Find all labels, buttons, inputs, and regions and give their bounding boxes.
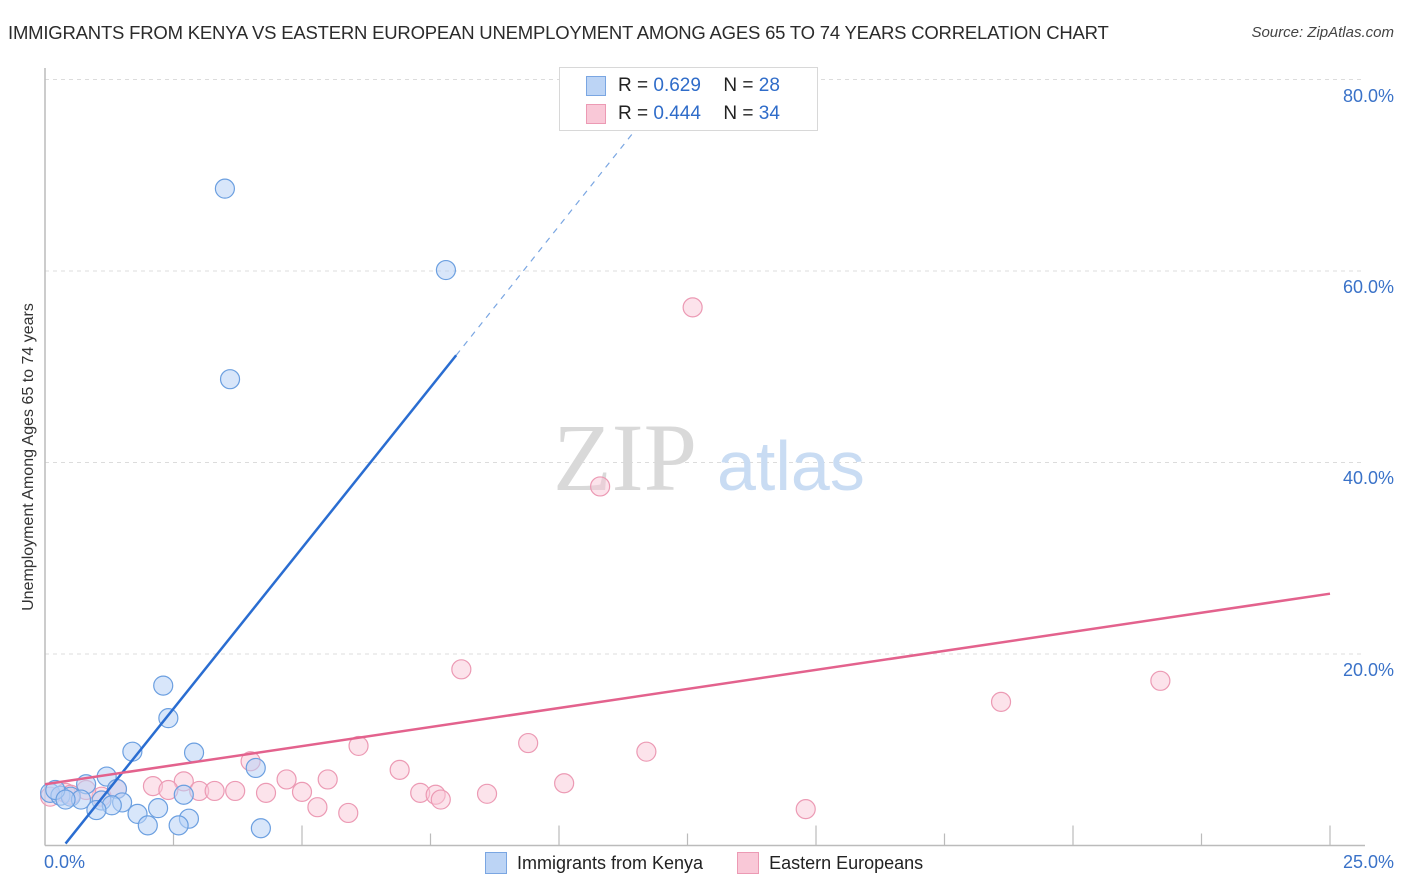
r-value: 0.444 (653, 103, 701, 124)
data-point (153, 675, 174, 696)
data-point (389, 759, 410, 780)
n-value: 28 (758, 75, 780, 96)
trend-lines (44, 122, 1331, 845)
data-point (183, 742, 205, 763)
eastern-europeans-points (40, 297, 1171, 824)
data-point (348, 735, 369, 757)
data-point (225, 780, 246, 802)
source-credit: Source: ZipAtlas.com (1251, 24, 1394, 41)
data-point (990, 691, 1012, 712)
legend-row-eastern-europeans: R = 0.444 N = 34 (586, 102, 780, 126)
gridlines (45, 79, 1365, 655)
data-point (245, 757, 266, 779)
data-point (291, 781, 313, 802)
x-tick-min: 0.0% (44, 852, 86, 872)
data-point (476, 783, 498, 804)
eastern-europeans-trend-line (44, 592, 1331, 786)
zipatlas-watermark: ZIP atlas (553, 404, 865, 511)
data-point (518, 732, 539, 754)
data-point (435, 259, 457, 281)
data-point (451, 659, 472, 680)
data-point (338, 802, 359, 824)
x-tick-max: 25.0% (1342, 852, 1394, 872)
data-point (173, 784, 194, 805)
n-label: N = (723, 75, 754, 96)
data-point (276, 769, 297, 790)
data-point (219, 369, 241, 390)
watermark-zip: ZIP (553, 404, 697, 511)
r-label: R = (618, 75, 649, 96)
kenya-trend-extension (455, 122, 642, 356)
legend-row-kenya: R = 0.629 N = 28 (586, 74, 780, 98)
series-legend: Immigrants from Kenya Eastern Europeans (485, 852, 957, 874)
data-point (147, 798, 169, 819)
data-point (250, 818, 271, 839)
watermark-atlas: atlas (717, 427, 865, 505)
data-point (795, 799, 816, 820)
y-tick-80: 80.0% (1342, 86, 1394, 106)
data-point (255, 782, 277, 803)
data-point (590, 476, 611, 497)
correlation-legend: R = 0.629 N = 28 R = 0.444 N = 34 (559, 67, 818, 131)
legend-label: Immigrants from Kenya (517, 852, 704, 873)
data-point (86, 799, 107, 821)
data-point (214, 178, 235, 199)
data-point (307, 797, 328, 818)
pink-swatch-icon (737, 852, 760, 874)
data-point (317, 769, 338, 790)
n-value: 34 (758, 103, 780, 124)
axes-lines (44, 68, 1365, 847)
data-point (636, 741, 657, 762)
r-label: R = (618, 103, 649, 124)
data-point (430, 789, 451, 810)
data-point (137, 815, 158, 836)
data-point (682, 297, 703, 318)
legend-item-eastern-europeans[interactable]: Eastern Europeans (737, 852, 923, 874)
data-point (554, 773, 575, 794)
kenya-points (40, 178, 457, 839)
chart-title: IMMIGRANTS FROM KENYA VS EASTERN EUROPEA… (8, 22, 1109, 43)
n-label: N = (723, 103, 754, 124)
blue-swatch-icon (586, 76, 606, 96)
data-point (204, 780, 225, 802)
data-point (55, 789, 76, 810)
legend-item-kenya[interactable]: Immigrants from Kenya (485, 852, 703, 874)
blue-swatch-icon (485, 852, 507, 874)
legend-label: Eastern Europeans (769, 852, 924, 873)
y-tick-40: 40.0% (1342, 468, 1394, 488)
data-point (168, 815, 189, 836)
y-tick-60: 60.0% (1342, 277, 1394, 297)
kenya-trend-line (64, 354, 458, 845)
r-value: 0.629 (653, 75, 701, 96)
pink-swatch-icon (586, 104, 606, 124)
data-point (1150, 670, 1171, 691)
y-tick-20: 20.0% (1342, 660, 1394, 680)
